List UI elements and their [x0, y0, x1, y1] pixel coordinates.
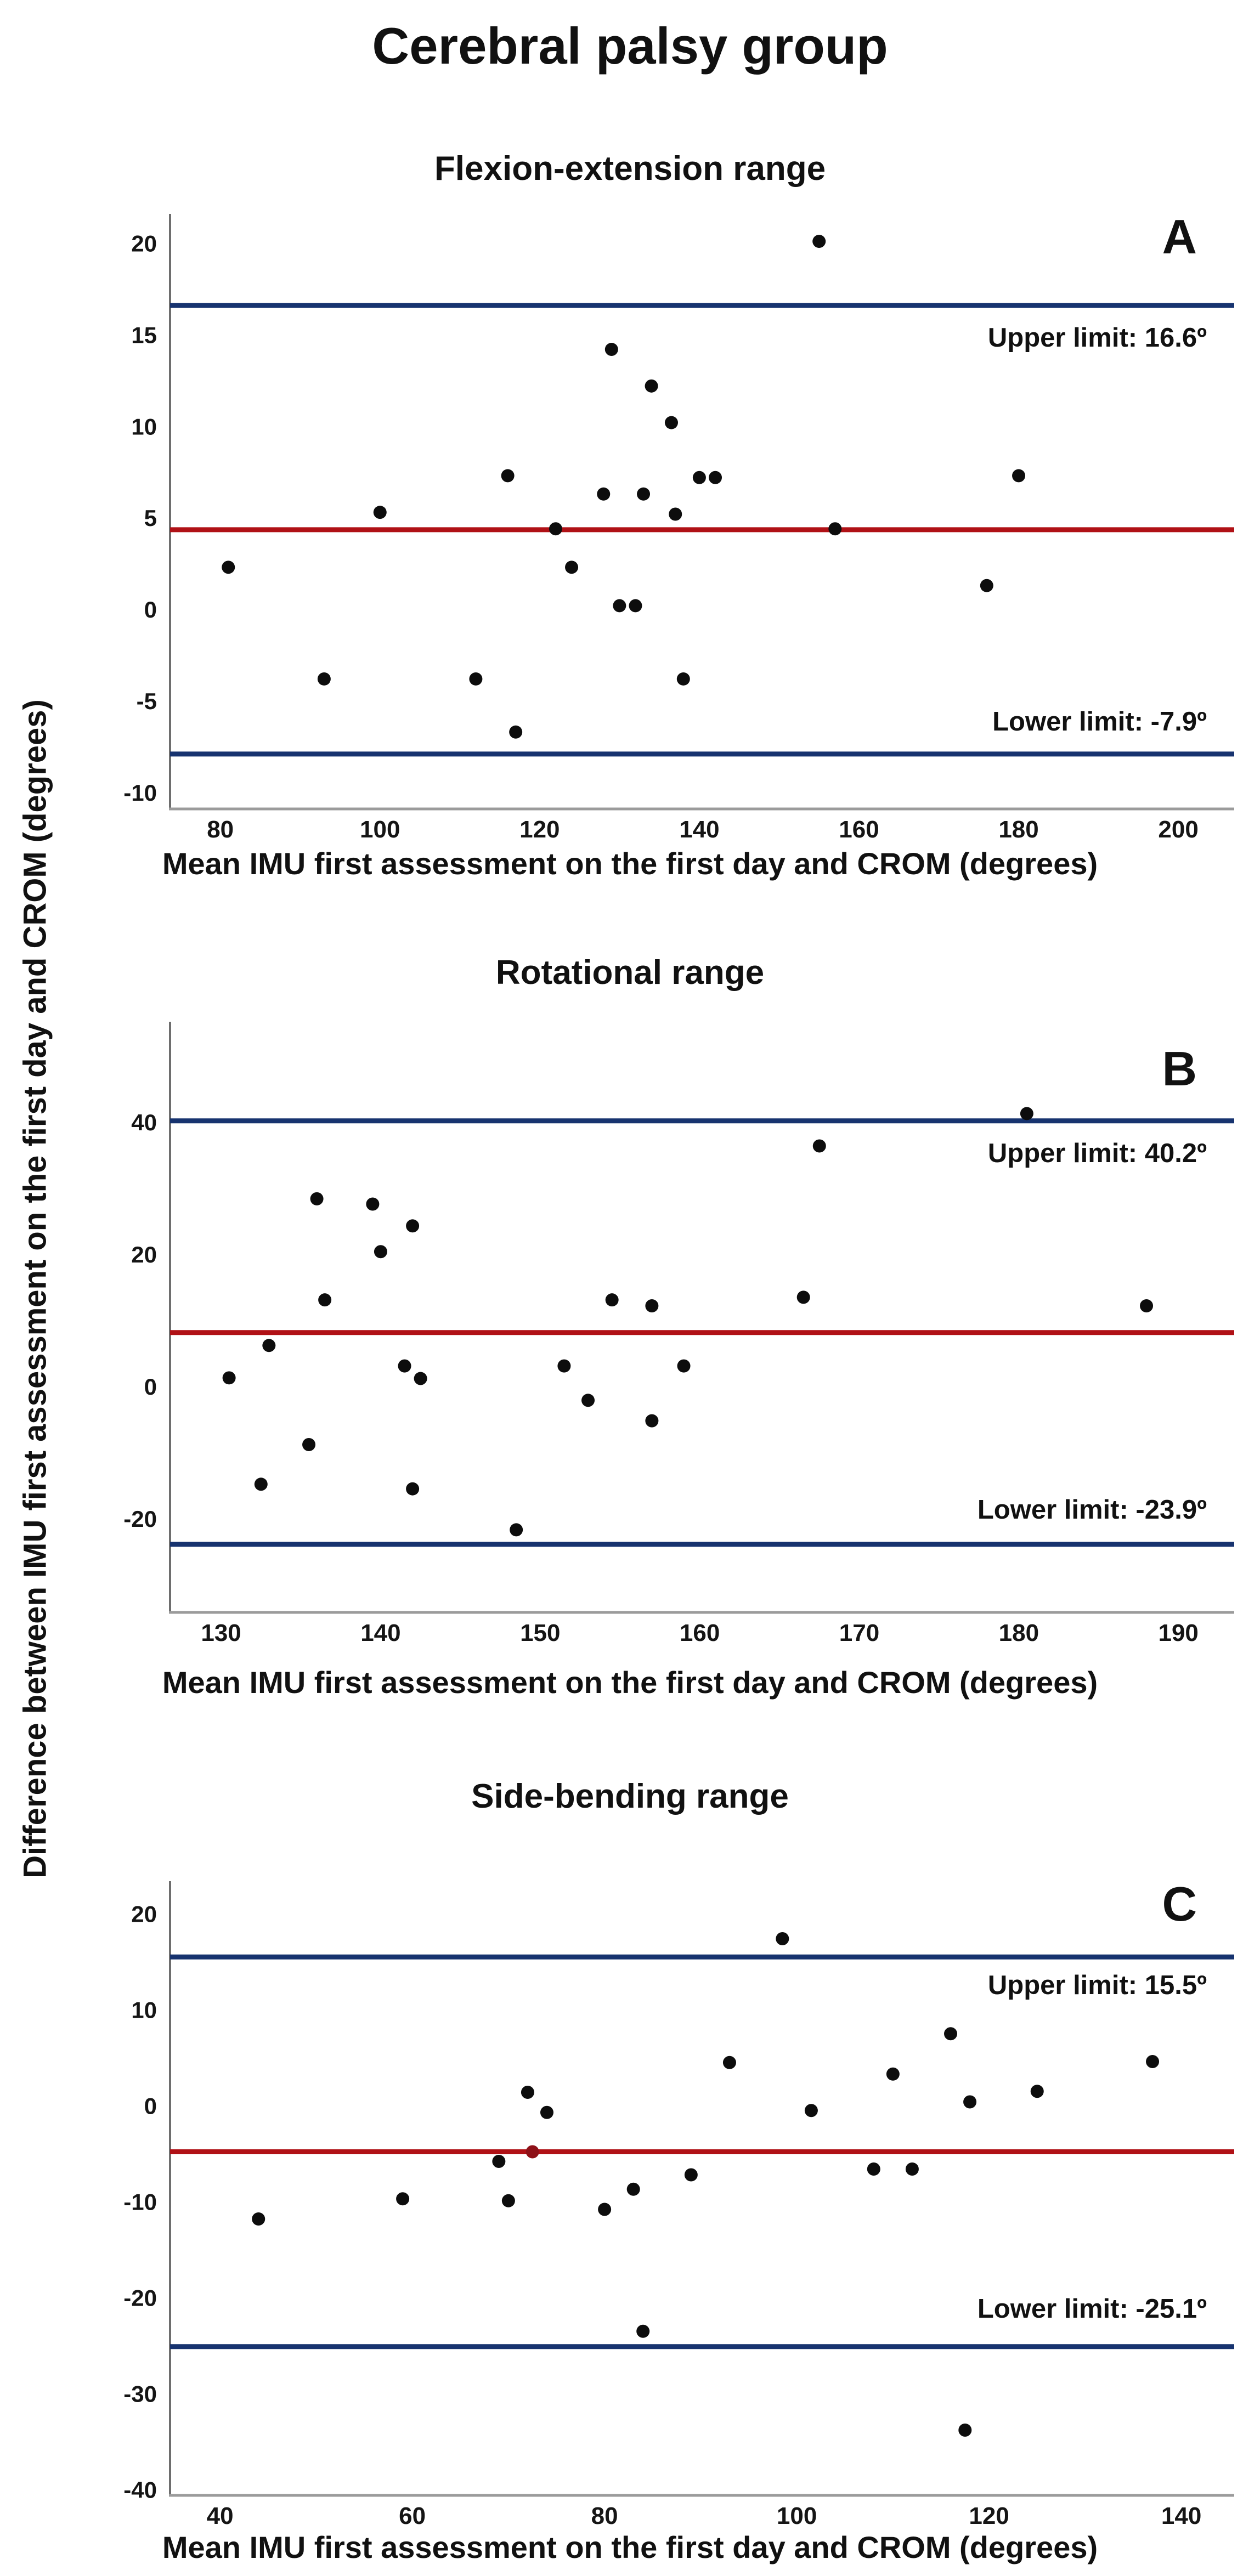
panel-c-lower-limit-label: Lower limit: -25.1º: [977, 2294, 1207, 2324]
panel-b-upper-limit-label: Upper limit: 40.2º: [987, 1139, 1207, 1168]
svg-text:20: 20: [131, 1242, 157, 1267]
svg-text:180: 180: [998, 816, 1038, 843]
panel-c-x-axis-title: Mean IMU first assessment on the first d…: [162, 2530, 1098, 2564]
svg-text:80: 80: [591, 2503, 618, 2529]
figure-main-title: Cerebral palsy group: [372, 17, 888, 75]
panel-b-x-axis-title: Mean IMU first assessment on the first d…: [162, 1665, 1098, 1700]
svg-text:15: 15: [131, 322, 157, 348]
svg-text:100: 100: [777, 2503, 817, 2529]
svg-text:80: 80: [207, 816, 234, 843]
svg-text:-5: -5: [137, 688, 157, 714]
svg-text:160: 160: [839, 816, 879, 843]
svg-text:100: 100: [360, 816, 400, 843]
panel-c-title: Side-bending range: [471, 1777, 789, 1815]
panel-a-x-axis-title: Mean IMU first assessment on the first d…: [162, 846, 1098, 881]
svg-text:40: 40: [131, 1109, 157, 1135]
panel-a-upper-limit-label: Upper limit: 16.6º: [987, 323, 1207, 353]
svg-text:140: 140: [679, 816, 719, 843]
panel-c-letter: C: [1162, 1877, 1197, 1931]
panel-a-title: Flexion-extension range: [434, 150, 826, 188]
panel-b-lower-limit-label: Lower limit: -23.9º: [977, 1495, 1207, 1525]
svg-text:-30: -30: [123, 2381, 157, 2407]
svg-text:200: 200: [1158, 816, 1198, 843]
svg-text:140: 140: [360, 1620, 400, 1646]
svg-text:190: 190: [1158, 1620, 1198, 1646]
svg-text:140: 140: [1161, 2503, 1201, 2529]
svg-text:170: 170: [839, 1620, 879, 1646]
panel-b-letter: B: [1162, 1041, 1197, 1096]
svg-text:10: 10: [131, 414, 157, 439]
panel-c-upper-limit-label: Upper limit: 15.5º: [987, 1971, 1207, 2000]
svg-text:10: 10: [131, 1997, 157, 2023]
svg-text:-10: -10: [123, 780, 157, 806]
svg-text:-20: -20: [123, 1506, 157, 1532]
svg-text:180: 180: [999, 1620, 1039, 1646]
svg-text:-40: -40: [123, 2477, 157, 2503]
svg-text:5: 5: [144, 505, 157, 531]
svg-text:130: 130: [201, 1620, 241, 1646]
panel-b-title: Rotational range: [495, 954, 765, 992]
svg-text:-10: -10: [123, 2189, 157, 2215]
svg-text:20: 20: [131, 230, 157, 256]
svg-text:60: 60: [399, 2503, 426, 2529]
svg-text:120: 120: [969, 2503, 1009, 2529]
svg-text:0: 0: [144, 1374, 157, 1400]
svg-text:0: 0: [144, 597, 157, 622]
svg-text:-20: -20: [123, 2285, 157, 2311]
panel-a-letter: A: [1162, 210, 1197, 264]
svg-text:0: 0: [144, 2093, 157, 2119]
svg-text:40: 40: [207, 2503, 234, 2529]
panel-a-lower-limit-label: Lower limit: -7.9º: [992, 707, 1207, 737]
svg-text:150: 150: [520, 1620, 560, 1646]
svg-text:160: 160: [680, 1620, 720, 1646]
svg-text:20: 20: [131, 1901, 157, 1927]
svg-text:120: 120: [519, 816, 560, 843]
